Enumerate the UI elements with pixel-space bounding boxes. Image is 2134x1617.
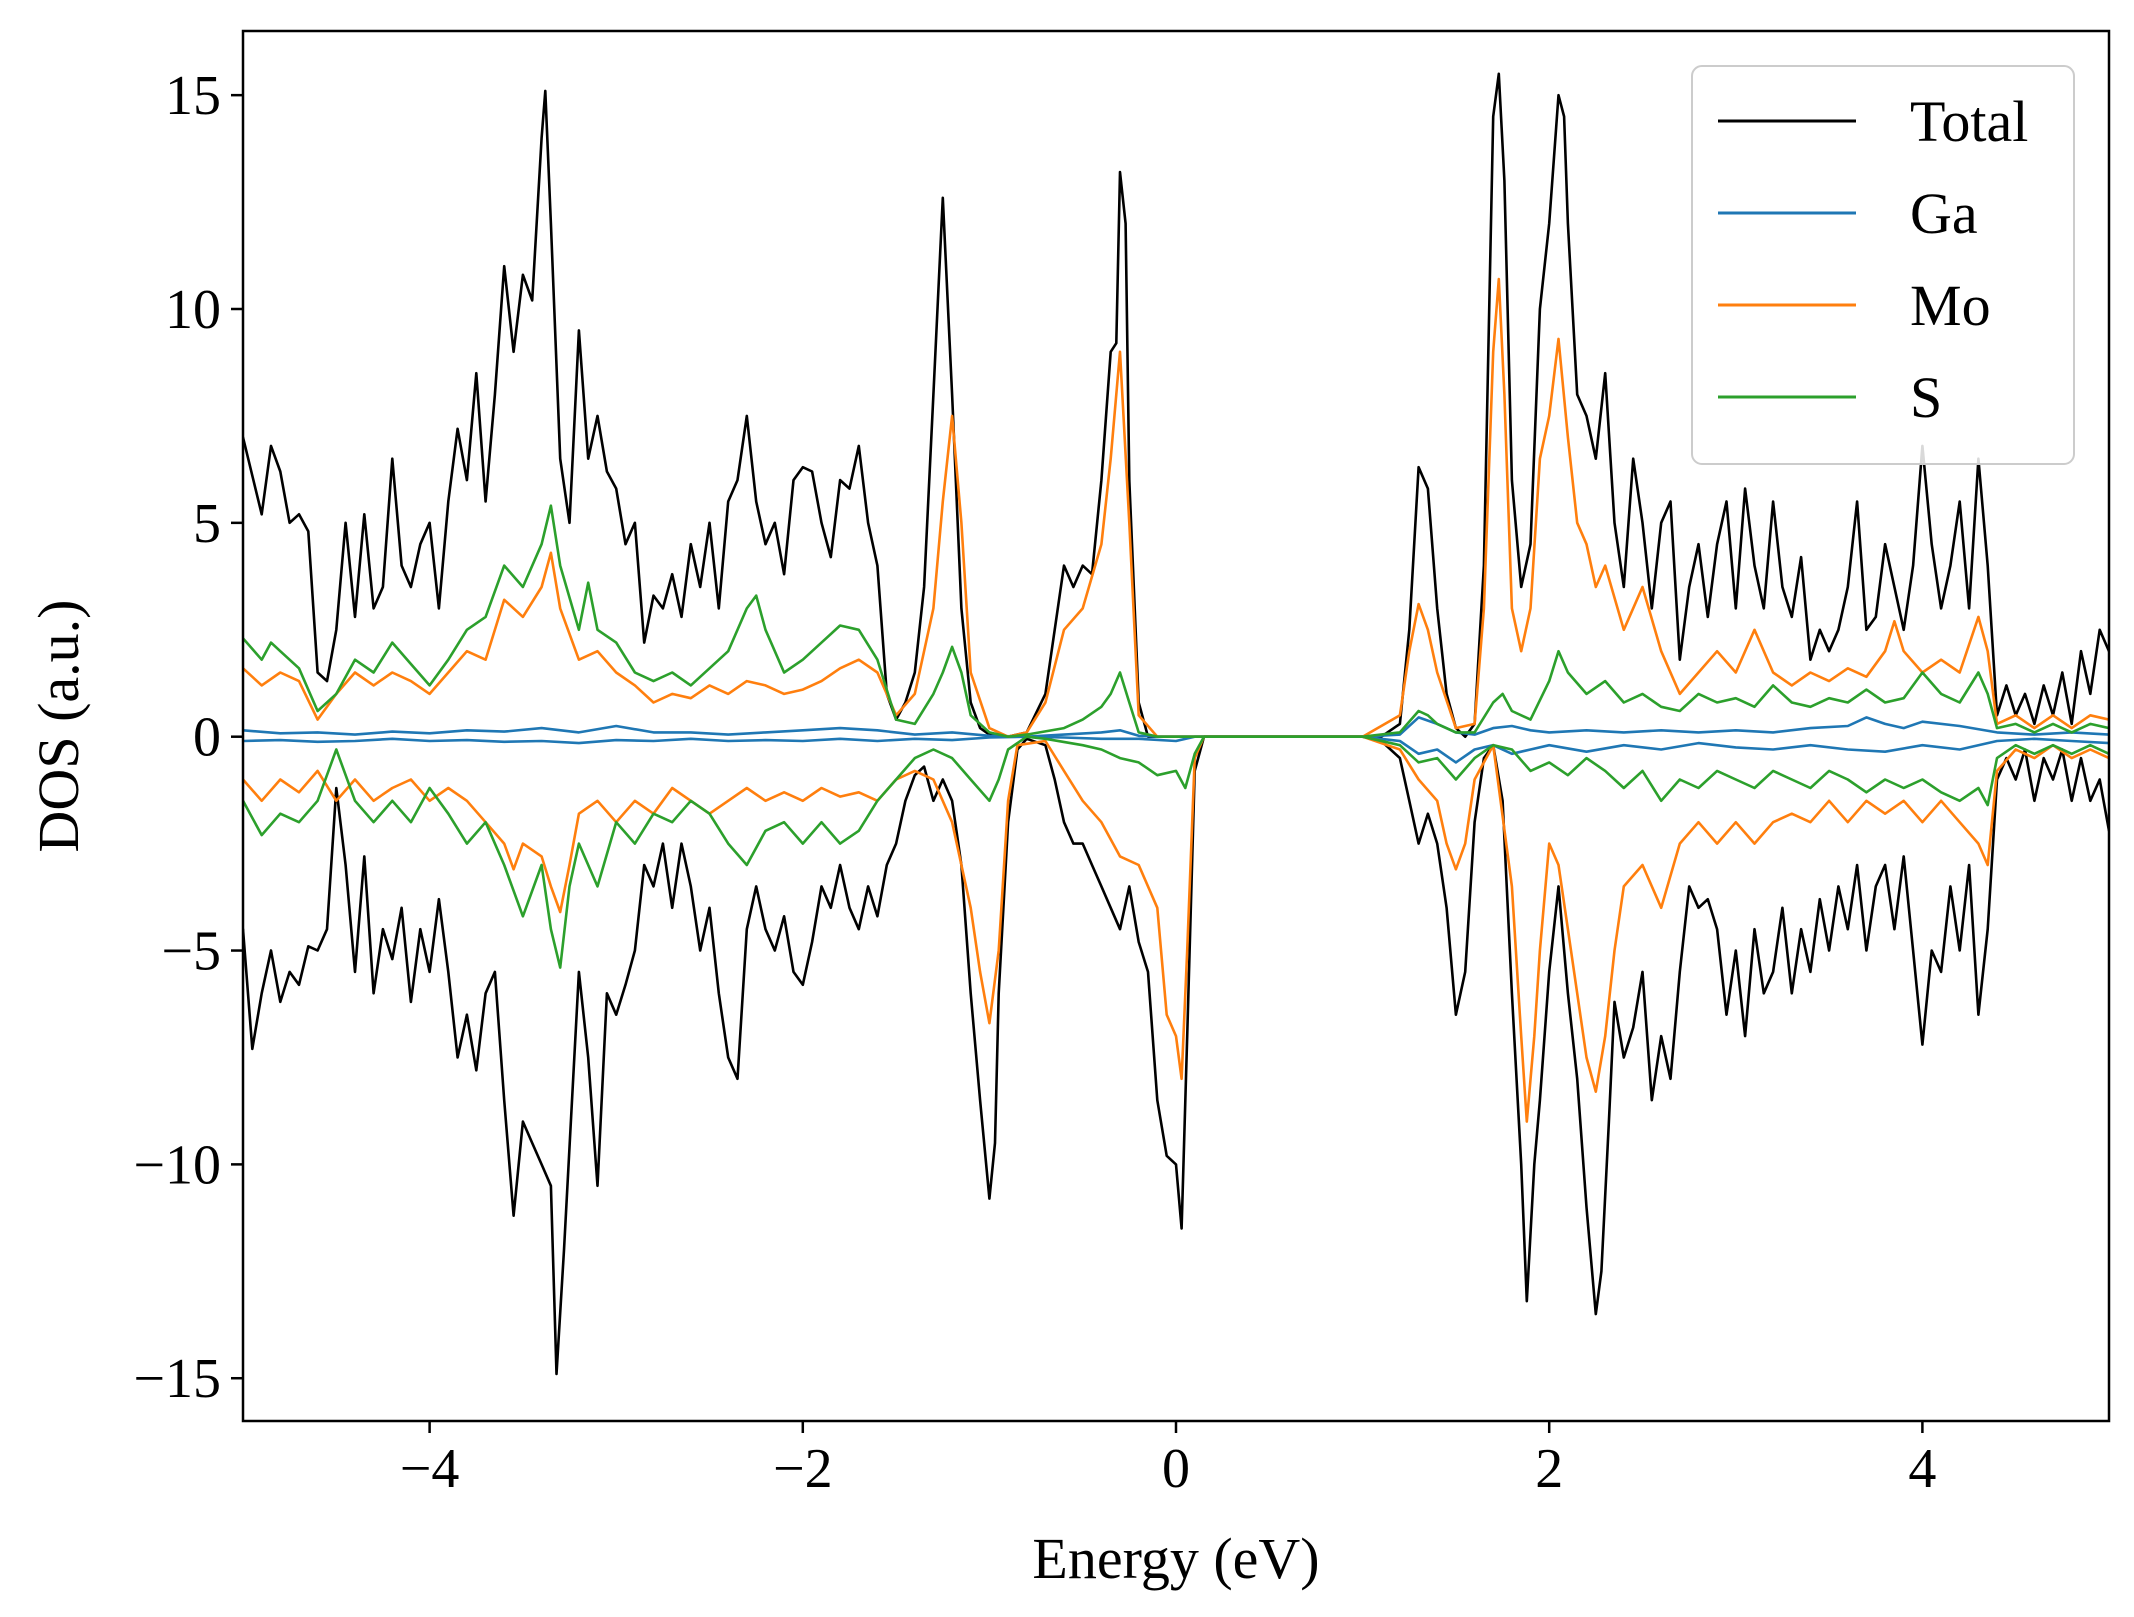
x-tick-label: −4 xyxy=(400,1438,460,1500)
series-total-spin-up-line xyxy=(243,72,2109,738)
series-layer xyxy=(243,72,2109,1376)
y-tick-label: 10 xyxy=(165,279,221,341)
y-tick-label: −15 xyxy=(133,1348,221,1410)
legend-label-total: Total xyxy=(1910,89,2028,154)
plot-area xyxy=(243,72,2109,1376)
y-tick-label: −10 xyxy=(133,1134,221,1196)
legend-label-s: S xyxy=(1910,365,1942,430)
x-tick-label: 0 xyxy=(1162,1438,1190,1500)
y-axis-title: DOS (a.u.) xyxy=(26,600,91,853)
x-axis: −4 −2 0 2 4 xyxy=(400,1421,1936,1500)
legend-box xyxy=(1691,65,2075,465)
x-axis-title: Energy (eV) xyxy=(1032,1526,1319,1591)
series-s-spin-down-line xyxy=(243,735,2109,969)
series-mo-spin-up-line xyxy=(243,277,2109,738)
legend-label-mo: Mo xyxy=(1910,273,1991,338)
x-tick-label: −2 xyxy=(773,1438,833,1500)
legend-label-ga: Ga xyxy=(1910,181,1978,246)
series-ga-spin-down-line xyxy=(243,735,2109,764)
x-tick-label: 4 xyxy=(1908,1438,1936,1500)
legend: Total Ga Mo S xyxy=(1691,65,2075,465)
y-tick-label: 0 xyxy=(193,707,221,769)
y-tick-label: 15 xyxy=(165,65,221,127)
series-mo-spin-down-line xyxy=(243,735,2109,1123)
series-total-spin-down-line xyxy=(243,735,2109,1376)
y-axis: −15 −10 −5 0 5 10 15 xyxy=(133,65,243,1410)
series-s-spin-up-line xyxy=(243,504,2109,738)
y-tick-label: −5 xyxy=(161,921,221,983)
y-tick-label: 5 xyxy=(193,493,221,555)
x-tick-label: 2 xyxy=(1535,1438,1563,1500)
